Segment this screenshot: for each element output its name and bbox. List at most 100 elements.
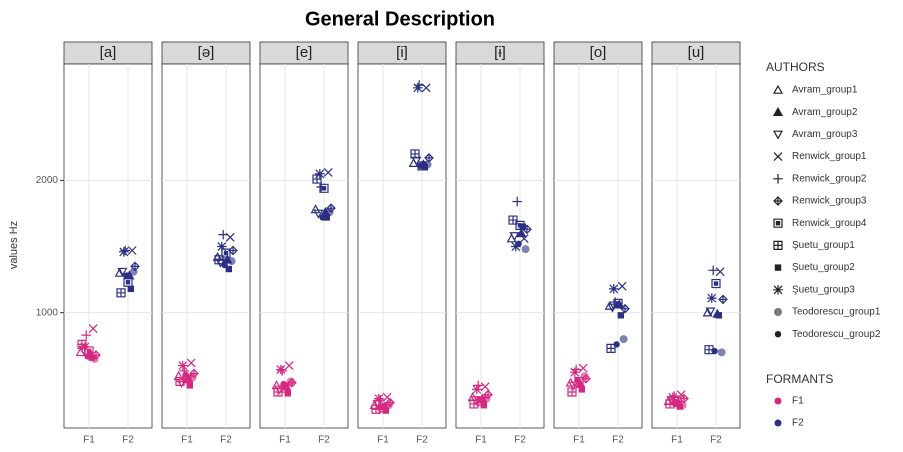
point bbox=[119, 247, 129, 257]
point bbox=[225, 265, 232, 273]
shape-part bbox=[374, 393, 384, 404]
shape-part bbox=[678, 401, 687, 410]
shape-part bbox=[773, 240, 783, 250]
shape-part bbox=[114, 267, 125, 277]
legend-label: Avram_group2 bbox=[792, 107, 858, 118]
strip-label: [a] bbox=[100, 44, 117, 61]
shape-part bbox=[617, 312, 624, 319]
legend-label: Şuetu_group2 bbox=[792, 262, 855, 273]
point bbox=[715, 267, 725, 277]
shape-part bbox=[319, 183, 329, 193]
x-tick-label: F2 bbox=[220, 435, 232, 446]
shape-part bbox=[715, 267, 725, 277]
shape-part bbox=[84, 353, 91, 360]
shape-part bbox=[707, 293, 717, 303]
shape-part bbox=[606, 343, 616, 353]
shape-part bbox=[708, 265, 718, 276]
point bbox=[567, 387, 577, 397]
point bbox=[325, 208, 334, 217]
point bbox=[619, 335, 628, 344]
x-tick-label: F1 bbox=[279, 435, 291, 446]
x-tick-label: F1 bbox=[573, 435, 585, 446]
shape-part bbox=[382, 407, 389, 414]
point bbox=[382, 407, 389, 414]
legend-label: Renwick_group2 bbox=[792, 173, 867, 184]
shape-part bbox=[713, 281, 719, 286]
shape-part bbox=[80, 342, 90, 352]
x-tick-label: F1 bbox=[83, 435, 95, 446]
shape-part bbox=[371, 404, 381, 414]
shape-part bbox=[286, 377, 295, 386]
shape-part bbox=[186, 382, 193, 389]
shape-part bbox=[188, 373, 197, 382]
panel bbox=[161, 63, 251, 429]
shape-part bbox=[384, 401, 393, 410]
shape-part bbox=[273, 387, 283, 397]
shape-part bbox=[772, 84, 784, 94]
shape-part bbox=[567, 387, 577, 397]
point bbox=[280, 380, 287, 388]
point bbox=[702, 307, 713, 317]
point bbox=[711, 278, 721, 289]
shape-part bbox=[772, 130, 784, 140]
shape-part bbox=[178, 360, 188, 371]
x-tick-label: F2 bbox=[122, 435, 134, 446]
point bbox=[423, 160, 432, 169]
point bbox=[323, 214, 330, 221]
legend-symbol bbox=[774, 264, 782, 271]
strip-label: [u] bbox=[688, 44, 705, 61]
point bbox=[519, 223, 526, 230]
point bbox=[319, 214, 326, 221]
shape-part bbox=[280, 380, 287, 388]
point bbox=[127, 246, 137, 255]
x-tick-label: F1 bbox=[181, 435, 193, 446]
point bbox=[88, 324, 98, 333]
shape-part bbox=[702, 307, 713, 317]
point bbox=[188, 373, 197, 382]
shape-part bbox=[223, 250, 229, 256]
panel bbox=[455, 63, 545, 429]
shape-part bbox=[773, 196, 783, 206]
point bbox=[371, 404, 381, 414]
shape-part bbox=[613, 298, 623, 309]
point bbox=[410, 149, 420, 159]
panel bbox=[357, 63, 447, 429]
point bbox=[711, 347, 718, 355]
point bbox=[315, 168, 325, 179]
shape-part bbox=[81, 330, 91, 340]
shape-part bbox=[613, 341, 620, 348]
legend-label: F2 bbox=[792, 418, 804, 429]
shape-part bbox=[512, 196, 522, 207]
legend-symbol bbox=[773, 240, 783, 250]
shape-part bbox=[773, 174, 783, 184]
panel bbox=[63, 63, 153, 429]
shape-part bbox=[116, 288, 126, 298]
point bbox=[384, 401, 393, 410]
legend-symbol bbox=[774, 419, 782, 427]
point bbox=[668, 392, 678, 403]
legend-label: Renwick_group3 bbox=[792, 196, 867, 207]
legend-symbol bbox=[772, 84, 784, 94]
shape-part bbox=[773, 285, 783, 295]
point bbox=[323, 168, 333, 177]
point bbox=[606, 343, 616, 353]
x-tick-label: F2 bbox=[710, 435, 722, 446]
point bbox=[123, 272, 130, 279]
shape-part bbox=[315, 168, 325, 179]
point bbox=[273, 387, 283, 397]
shape-part bbox=[519, 223, 526, 230]
shape-part bbox=[469, 399, 479, 409]
point bbox=[717, 348, 726, 357]
point bbox=[578, 386, 585, 393]
point bbox=[129, 267, 138, 276]
legend-label: Teodorescu_group2 bbox=[792, 329, 881, 340]
shape-part bbox=[718, 294, 728, 305]
point bbox=[708, 265, 718, 276]
point bbox=[313, 209, 324, 219]
point bbox=[480, 382, 490, 392]
point bbox=[617, 281, 627, 291]
shape-part bbox=[321, 186, 327, 191]
shape-part bbox=[715, 312, 722, 319]
x-tick-label: F1 bbox=[475, 435, 487, 446]
